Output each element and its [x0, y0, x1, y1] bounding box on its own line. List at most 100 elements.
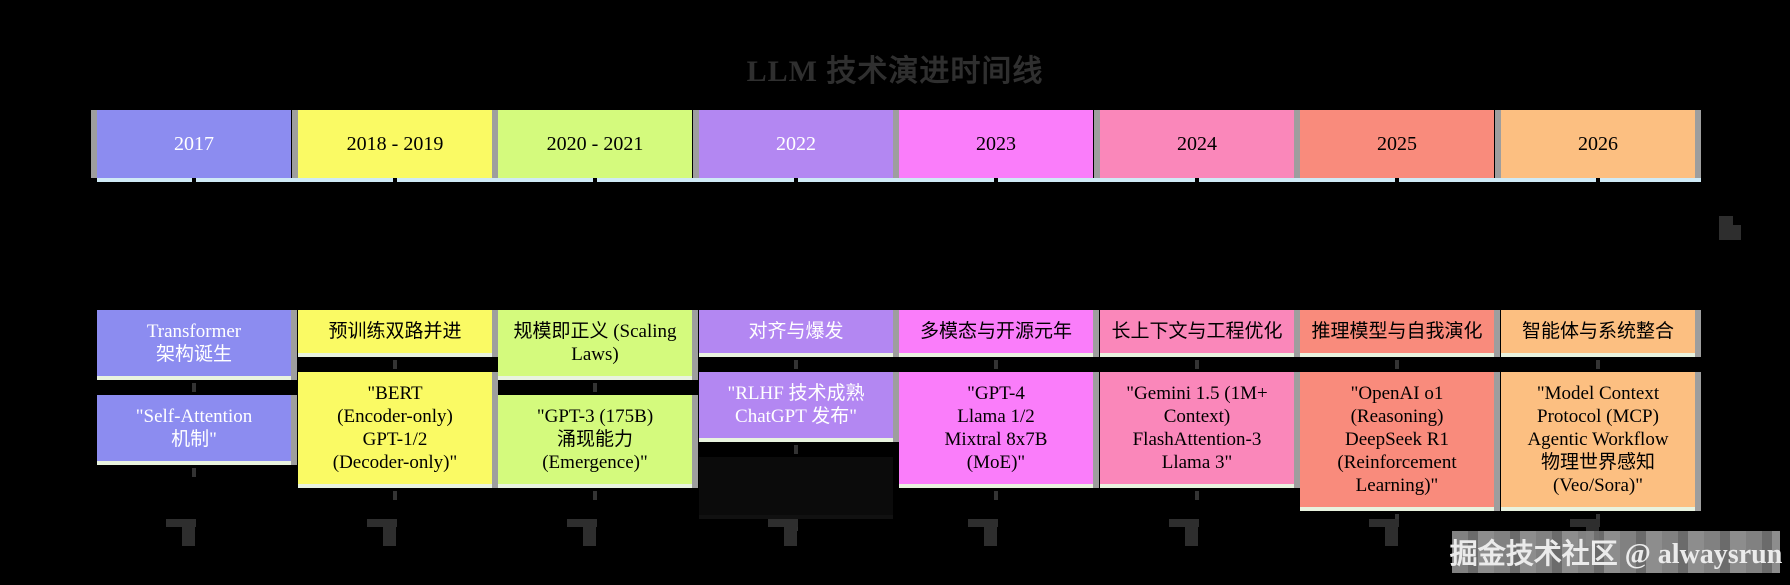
header-separator [1094, 110, 1100, 178]
connector-mark-icon [984, 519, 997, 546]
event-box: Transformer 架构诞生 [97, 310, 291, 380]
event-text-line: Mixtral 8x7B [944, 429, 1048, 450]
event-connector-tick [593, 491, 597, 500]
event-text-line: Learning)" [1355, 475, 1439, 496]
event-text-line: 长上下文与工程优化 [1111, 321, 1283, 342]
axis-tick [1596, 178, 1600, 188]
diagram-title: LLM 技术演进时间线 [746, 55, 1044, 88]
event-text-line: "Model Context [1536, 383, 1660, 404]
event-connector-tick [1395, 514, 1399, 523]
event-box: 多模态与开源元年 [899, 310, 1093, 357]
event-text-line: Agentic Workflow [1527, 429, 1669, 450]
watermark-text: 掘金技术社区 @ alwaysrun [1449, 539, 1783, 570]
event-text-line: Protocol (MCP) [1537, 406, 1659, 427]
event-box: 对齐与爆发 [699, 310, 893, 357]
event-connector-tick [794, 445, 798, 454]
event-text-line: Llama 1/2 [957, 406, 1035, 427]
event-text-line: Context) [1163, 406, 1231, 427]
event-connector-tick [593, 383, 597, 392]
event-text-line: 多模态与开源元年 [919, 321, 1072, 342]
event-text-line: 架构诞生 [155, 344, 232, 365]
event-text-line: (Veo/Sora)" [1552, 475, 1644, 496]
event-box: 推理模型与自我演化 [1300, 310, 1494, 357]
event-connector-tick [393, 360, 397, 369]
event-text-line: 物理世界感知 [1540, 452, 1655, 473]
period-header-2022: 2022 [699, 110, 893, 178]
event-text-line: 规模即正义 (Scaling [513, 321, 677, 342]
event-column-2026: 智能体与系统整合 "Model Context Protocol (MCP) Agen… [1501, 310, 1695, 526]
event-connector-tick [794, 360, 798, 369]
header-separator [91, 110, 97, 178]
event-connector-tick [192, 468, 196, 477]
event-connector-tick [1195, 491, 1199, 500]
header-separator [1695, 110, 1701, 178]
axis-tick [393, 178, 397, 188]
connector-mark-icon [1169, 519, 1199, 527]
connector-mark-icon [784, 519, 797, 546]
connector-mark-icon [367, 519, 397, 527]
connector-mark-icon [1369, 519, 1399, 527]
header-separator [1294, 110, 1300, 178]
event-box: "RLHF 技术成熟 ChatGPT 发布" [699, 372, 893, 442]
event-text-line: "BERT [367, 383, 423, 404]
event-column-2022: 对齐与爆发 "RLHF 技术成熟 ChatGPT 发布" [699, 310, 893, 534]
connector-mark-icon [768, 519, 798, 527]
event-connector-tick [994, 360, 998, 369]
header-separator [292, 110, 298, 178]
event-box: "BERT (Encoder-only) GPT-1/2 (Decoder-only)… [298, 372, 492, 488]
connector-mark-icon [567, 519, 597, 527]
period-header-2018-2019: 2018 - 2019 [298, 110, 492, 178]
event-text-line: 推理模型与自我演化 [1311, 321, 1483, 342]
event-box: 智能体与系统整合 [1501, 310, 1695, 357]
connector-mark-icon [968, 519, 998, 527]
axis-tick [794, 178, 798, 188]
event-text-line: 涌现能力 [556, 429, 633, 450]
period-header-2020-2021: 2020 - 2021 [498, 110, 692, 178]
event-column-2017: Transformer 架构诞生 "Self-Attention 机制" [97, 310, 291, 480]
event-text-line: FlashAttention-3 [1132, 429, 1262, 450]
render-artifact-icon [1719, 216, 1733, 225]
event-text-line: "RLHF 技术成熟 [727, 383, 865, 404]
event-text-line: (Decoder-only)" [332, 452, 458, 473]
event-text-line: Laws) [571, 344, 619, 365]
event-connector-tick [1395, 360, 1399, 369]
event-connector-tick [1596, 514, 1600, 523]
header-separator [893, 110, 899, 178]
event-box: "OpenAI o1 (Reasoning) DeepSeek R1 (Reinfor… [1300, 372, 1494, 511]
watermark: 掘金技术社区 @ alwaysrun [1449, 531, 1783, 573]
period-header-2017: 2017 [97, 110, 291, 178]
event-connector-tick [192, 383, 196, 392]
event-column-2024: 长上下文与工程优化 "Gemini 1.5 (1M+ Context) FlashAt… [1100, 310, 1294, 503]
axis-tick [192, 178, 196, 188]
event-box: 长上下文与工程优化 [1100, 310, 1294, 357]
event-text-line: Transformer [146, 321, 242, 342]
period-header-2025: 2025 [1300, 110, 1494, 178]
event-text-line: Llama 3" [1161, 452, 1233, 473]
event-text-line: DeepSeek R1 [1345, 429, 1449, 450]
period-header-2026: 2026 [1501, 110, 1695, 178]
event-text-line: ChatGPT 发布" [735, 406, 857, 427]
event-connector-tick [1596, 360, 1600, 369]
event-column-2020-2021: 规模即正义 (Scaling Laws) "GPT-3 (175B) 涌现能力 (Eme… [498, 310, 692, 503]
event-box: "Self-Attention 机制" [97, 395, 291, 465]
period-header-2023: 2023 [899, 110, 1093, 178]
event-connector-tick [393, 491, 397, 500]
event-box: "Gemini 1.5 (1M+ Context) FlashAttention-3… [1100, 372, 1294, 488]
event-column-2018-2019: 预训练双路并进 "BERT (Encoder-only) GPT-1/2 (Decode… [298, 310, 492, 503]
period-header-2024: 2024 [1100, 110, 1294, 178]
connector-mark-icon [1185, 519, 1198, 546]
event-box: "GPT-3 (175B) 涌现能力 (Emergence)" [498, 395, 692, 488]
event-text-line: 智能体与系统整合 [1521, 321, 1674, 342]
event-text-line: (Encoder-only) [337, 406, 453, 427]
event-box: 预训练双路并进 [298, 310, 492, 357]
event-text-line: GPT-1/2 [362, 429, 428, 450]
header-separator [492, 110, 498, 178]
event-box [699, 457, 893, 519]
render-artifact-icon [1719, 225, 1741, 240]
event-text-line: "Self-Attention [135, 406, 253, 427]
event-text-line: (Reasoning) [1350, 406, 1444, 427]
connector-mark-icon [383, 519, 396, 546]
event-text-line: "OpenAI o1 [1350, 383, 1444, 404]
timeline-axis-line [97, 178, 1701, 182]
